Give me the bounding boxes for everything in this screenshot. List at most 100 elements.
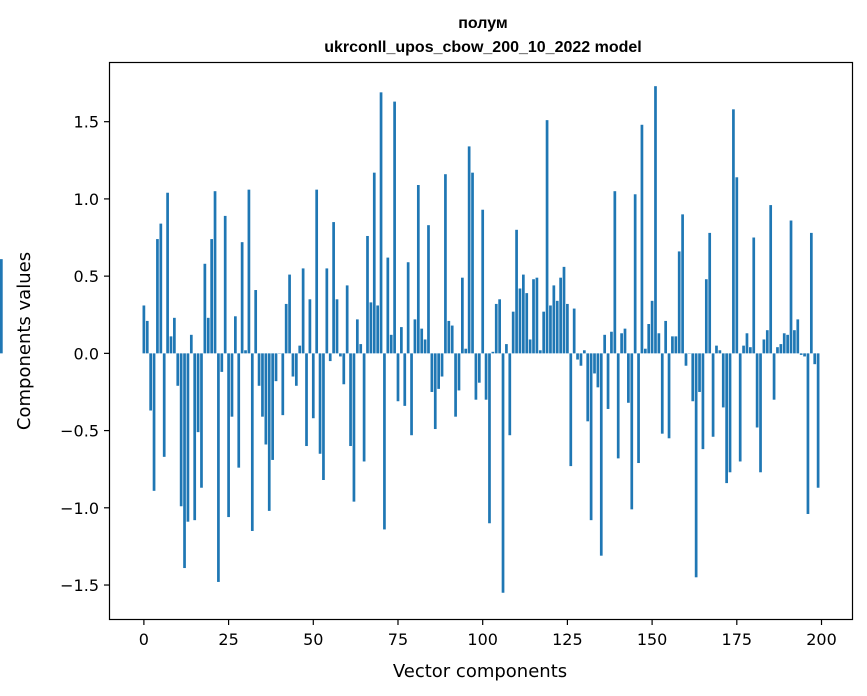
bar-65 bbox=[362, 353, 366, 462]
bar-9 bbox=[173, 317, 176, 354]
bar-156 bbox=[671, 336, 674, 354]
x-tick-label: 100 bbox=[467, 630, 498, 649]
bar-106 bbox=[501, 353, 505, 593]
bar-194 bbox=[799, 353, 803, 355]
bar-186 bbox=[772, 353, 776, 400]
bar-1 bbox=[145, 320, 149, 354]
y-tick-label: −1.0 bbox=[60, 499, 99, 518]
bar-158 bbox=[677, 251, 681, 354]
bar-155 bbox=[667, 353, 671, 439]
bar-114 bbox=[528, 339, 532, 354]
y-tick-label: 1.5 bbox=[74, 113, 99, 132]
bar-64 bbox=[359, 344, 363, 354]
bar-93 bbox=[457, 353, 461, 391]
bar-85 bbox=[430, 353, 434, 392]
bar-88 bbox=[440, 353, 444, 377]
bar-99 bbox=[477, 353, 481, 383]
x-tick-label: 0 bbox=[139, 630, 149, 649]
bar-5 bbox=[159, 223, 163, 354]
bar-169 bbox=[715, 345, 718, 354]
bar-32 bbox=[250, 353, 254, 531]
bar-166 bbox=[704, 279, 708, 354]
x-tick-label: 125 bbox=[552, 630, 583, 649]
bar-49 bbox=[308, 299, 312, 354]
bar-181 bbox=[755, 353, 759, 428]
bar-148 bbox=[643, 348, 647, 354]
bar-83 bbox=[423, 339, 427, 354]
bar-36 bbox=[264, 353, 268, 445]
bar-41 bbox=[281, 353, 285, 416]
bar-115 bbox=[532, 279, 535, 354]
bar-7 bbox=[166, 192, 169, 354]
x-tick-label: 75 bbox=[388, 630, 408, 649]
bar-28 bbox=[237, 353, 241, 468]
bar-22 bbox=[217, 353, 220, 582]
bar-112 bbox=[522, 274, 525, 354]
bar-157 bbox=[674, 336, 678, 354]
bar-97 bbox=[471, 172, 474, 354]
bar-128 bbox=[576, 353, 579, 360]
bar-68 bbox=[372, 172, 376, 354]
bar-104 bbox=[494, 303, 498, 354]
bar-121 bbox=[552, 285, 556, 354]
bar-135 bbox=[599, 353, 603, 556]
bar-134 bbox=[596, 353, 600, 388]
bar-179 bbox=[749, 347, 752, 354]
bar-140 bbox=[616, 353, 620, 459]
bar-171 bbox=[721, 353, 725, 408]
bar-151 bbox=[654, 86, 657, 354]
bar-23 bbox=[220, 353, 224, 372]
bar-182 bbox=[759, 353, 762, 473]
bar-127 bbox=[572, 308, 576, 354]
bar-146 bbox=[637, 353, 640, 464]
bar-2 bbox=[149, 353, 153, 411]
bar-184 bbox=[765, 330, 769, 354]
bar-75 bbox=[396, 353, 400, 402]
bar-29 bbox=[240, 242, 244, 354]
bar-165 bbox=[701, 353, 705, 450]
bar-60 bbox=[345, 285, 349, 354]
bar-189 bbox=[782, 333, 786, 354]
bar-197 bbox=[809, 232, 813, 354]
bar-100 bbox=[481, 209, 485, 354]
bar-56 bbox=[332, 222, 335, 354]
bar-173 bbox=[728, 353, 732, 473]
bar-132 bbox=[589, 353, 593, 521]
bar-76 bbox=[400, 327, 403, 354]
bar-195 bbox=[803, 353, 806, 357]
bar-129 bbox=[579, 353, 583, 366]
bar-73 bbox=[389, 334, 393, 354]
bar-143 bbox=[627, 353, 630, 403]
bar-15 bbox=[193, 353, 197, 521]
bar-141 bbox=[620, 333, 623, 354]
bar-136 bbox=[603, 334, 607, 354]
bar-25 bbox=[227, 353, 230, 518]
x-tick-label: 200 bbox=[806, 630, 837, 649]
bar-125 bbox=[566, 303, 569, 354]
bar-196 bbox=[806, 353, 810, 514]
bar-8 bbox=[169, 336, 173, 354]
bar-90 bbox=[447, 320, 451, 354]
bar-118 bbox=[542, 311, 546, 354]
bar-149 bbox=[647, 324, 651, 354]
bar-145 bbox=[633, 194, 637, 354]
bar-45 bbox=[294, 353, 298, 386]
chart-title: полум bbox=[458, 15, 508, 32]
bar-54 bbox=[325, 268, 329, 354]
bar-72 bbox=[386, 257, 390, 354]
bar-95 bbox=[464, 348, 468, 354]
bar-163 bbox=[694, 353, 698, 578]
bar-39 bbox=[274, 353, 278, 382]
bar-108 bbox=[508, 353, 512, 436]
bar-175 bbox=[735, 177, 739, 354]
bar-190 bbox=[786, 334, 789, 354]
x-axis: 0 25 50 75 100 125 150 175 200 bbox=[139, 619, 837, 649]
x-tick-label: 175 bbox=[722, 630, 753, 649]
bar-66 bbox=[366, 235, 369, 354]
bar-160 bbox=[684, 353, 688, 366]
bar-176 bbox=[738, 353, 742, 462]
bar-126 bbox=[569, 353, 573, 467]
bar-188 bbox=[779, 344, 783, 354]
bar-177 bbox=[742, 345, 745, 354]
bar-71 bbox=[383, 353, 386, 530]
